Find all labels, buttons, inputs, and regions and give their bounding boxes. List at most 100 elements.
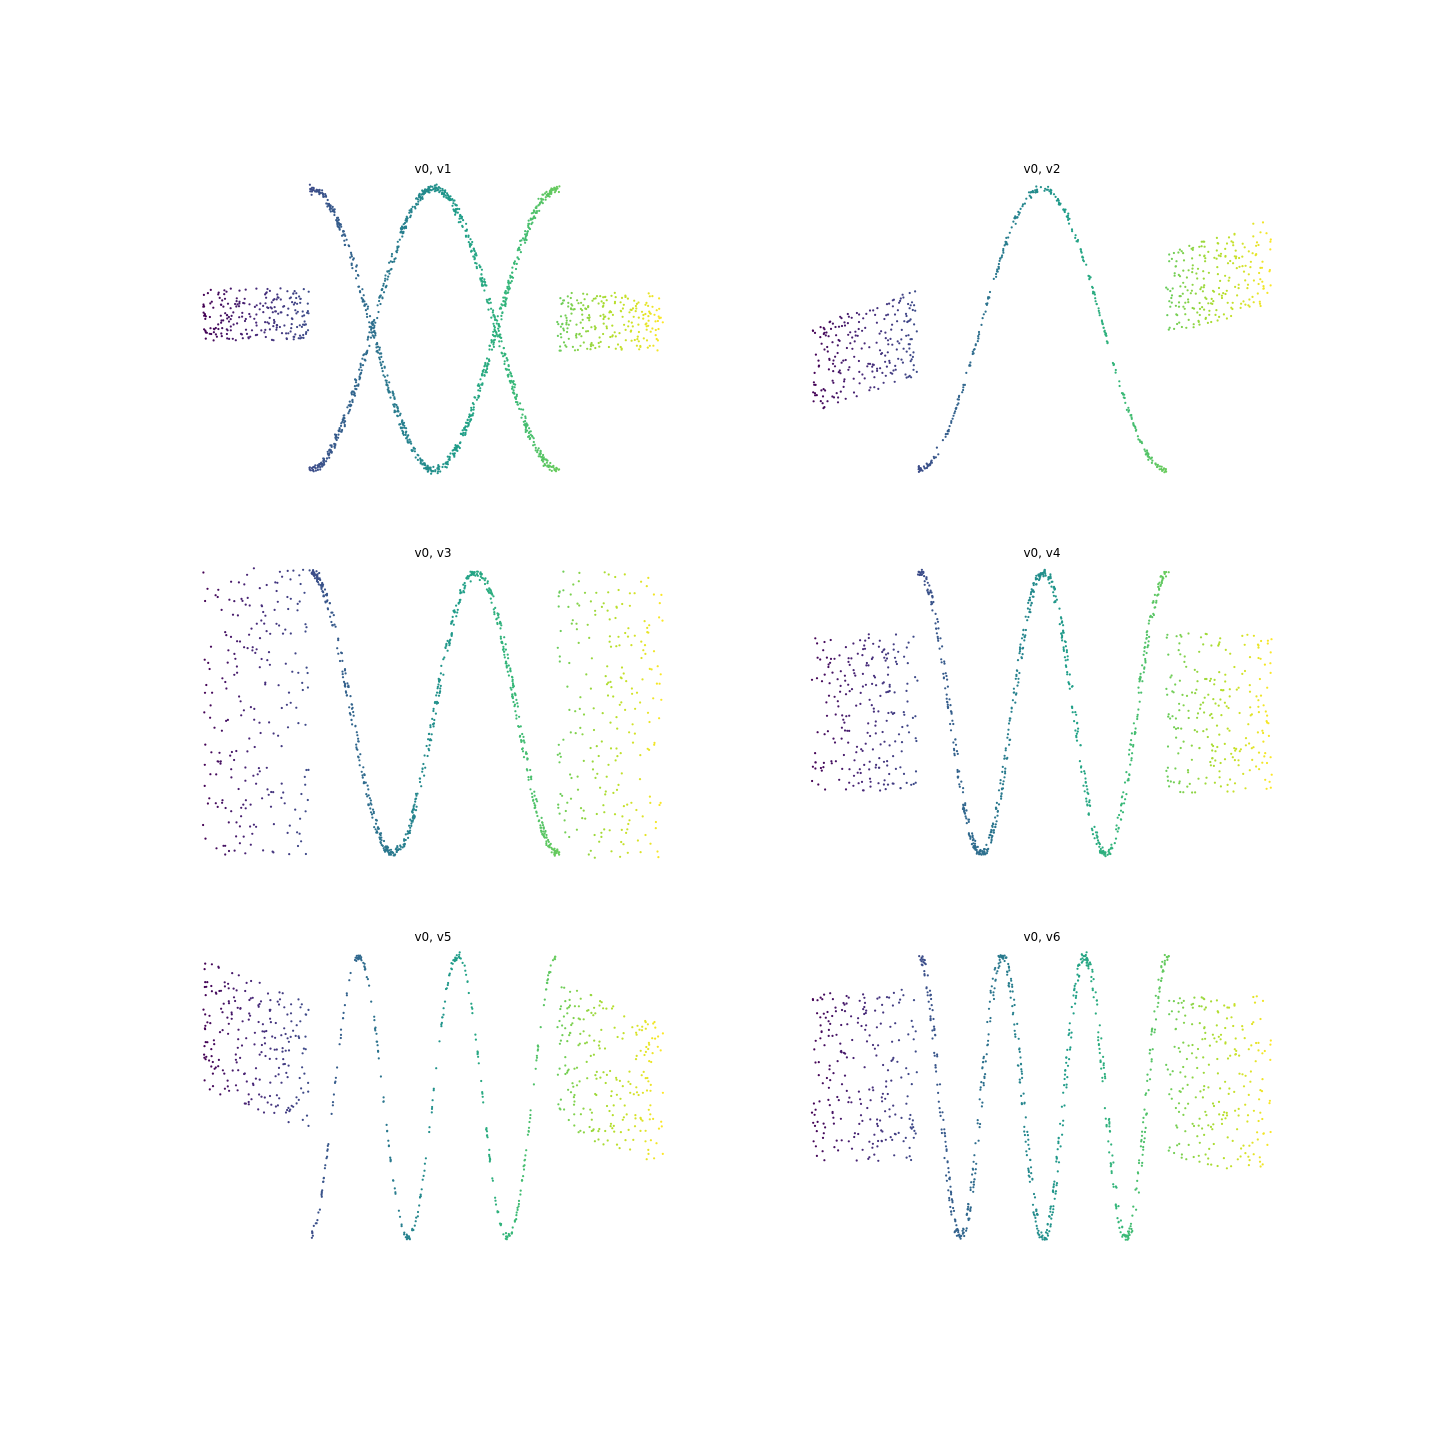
scatter-point: [958, 785, 961, 788]
scatter-point: [391, 850, 394, 854]
scatter-point: [654, 820, 657, 824]
scatter-point: [630, 801, 633, 804]
scatter-point: [556, 753, 559, 756]
scatter-point: [203, 763, 206, 766]
scatter-point: [285, 337, 288, 340]
scatter-point: [380, 364, 383, 367]
scatter-point: [1101, 846, 1104, 849]
scatter-point: [231, 613, 235, 616]
scatter-point: [514, 397, 518, 401]
scatter-point: [318, 193, 321, 196]
scatter-point: [912, 351, 915, 354]
scatter-point: [645, 339, 649, 342]
scatter-point: [475, 398, 478, 401]
scatter-point: [273, 320, 276, 323]
scatter-point: [659, 801, 662, 804]
scatter-point: [523, 1159, 526, 1162]
scatter-point: [920, 573, 923, 576]
scatter-point: [1165, 286, 1168, 289]
scatter-point: [954, 407, 957, 410]
scatter-point: [266, 788, 269, 791]
scatter-point: [1114, 368, 1117, 372]
scatter-point: [836, 700, 839, 703]
scatter-point: [246, 750, 249, 753]
scatter-point: [434, 712, 437, 715]
scatter-point: [330, 207, 333, 210]
scatter-point: [624, 328, 627, 331]
scatter-point: [888, 361, 891, 364]
scatter-point: [353, 385, 356, 388]
scatter-point: [372, 810, 375, 813]
scatter-point: [410, 822, 413, 825]
scatter-point: [431, 185, 434, 188]
scatter-point: [1138, 700, 1141, 703]
scatter-point: [829, 657, 833, 660]
scatter-point: [817, 365, 820, 368]
scatter-point: [811, 765, 814, 768]
scatter-point: [290, 323, 293, 326]
scatter-point: [219, 314, 222, 317]
scatter-point: [615, 645, 618, 648]
scatter-point: [837, 371, 840, 374]
scatter-point: [399, 845, 402, 848]
scatter-point: [534, 449, 537, 452]
scatter-point: [952, 747, 956, 750]
scatter-point: [535, 206, 538, 210]
scatter-point: [599, 786, 602, 789]
scatter-point: [862, 317, 865, 320]
scatter-point: [338, 227, 341, 230]
scatter-point: [371, 816, 374, 819]
scatter-point: [1229, 259, 1232, 263]
scatter-point: [655, 309, 658, 312]
scatter-point: [620, 296, 624, 299]
scatter-point: [311, 469, 314, 472]
scatter-point: [1259, 694, 1263, 697]
scatter-point: [229, 635, 233, 638]
scatter-point: [832, 381, 835, 384]
scatter-point: [658, 297, 661, 300]
scatter-point: [255, 304, 258, 307]
scatter-point: [569, 797, 573, 800]
scatter-point: [859, 771, 862, 775]
scatter-point: [260, 657, 263, 661]
scatter-point: [1085, 797, 1088, 800]
scatter-point: [298, 295, 301, 298]
scatter-point: [1158, 587, 1161, 590]
scatter-point: [1211, 749, 1214, 752]
scatter-point: [969, 837, 972, 840]
scatter-point: [380, 836, 383, 839]
subplot-v0-v2: v0, v2: [811, 162, 1272, 474]
scatter-point: [1248, 298, 1251, 301]
scatter-point: [1026, 607, 1029, 610]
scatter-point: [900, 338, 903, 341]
scatter-point: [995, 807, 998, 810]
scatter-point: [602, 317, 605, 321]
scatter-point: [525, 1149, 528, 1152]
scatter-point: [817, 359, 820, 362]
scatter-point: [823, 328, 826, 331]
scatter-point: [866, 365, 869, 368]
scatter-point: [1071, 711, 1074, 714]
scatter-point: [649, 801, 652, 804]
scatter-point: [920, 568, 923, 571]
scatter-point: [202, 571, 205, 574]
scatter-point: [272, 299, 275, 302]
scatter-point: [504, 648, 507, 651]
scatter-point: [1187, 301, 1190, 304]
scatter-point: [545, 458, 548, 461]
scatter-point: [1178, 679, 1181, 682]
scatter-point: [479, 575, 482, 578]
scatter-point: [1118, 384, 1121, 388]
scatter-point: [607, 573, 610, 576]
scatter-point: [389, 1160, 392, 1163]
scatter-point: [1121, 811, 1125, 814]
scatter-point: [1048, 582, 1051, 585]
scatter-point: [846, 729, 849, 732]
scatter-point: [628, 604, 631, 607]
scatter-point: [867, 664, 870, 667]
scatter-point: [886, 760, 889, 763]
scatter-point: [591, 768, 595, 771]
scatter-point: [459, 957, 462, 960]
scatter-point: [868, 777, 872, 780]
scatter-point: [450, 620, 453, 623]
